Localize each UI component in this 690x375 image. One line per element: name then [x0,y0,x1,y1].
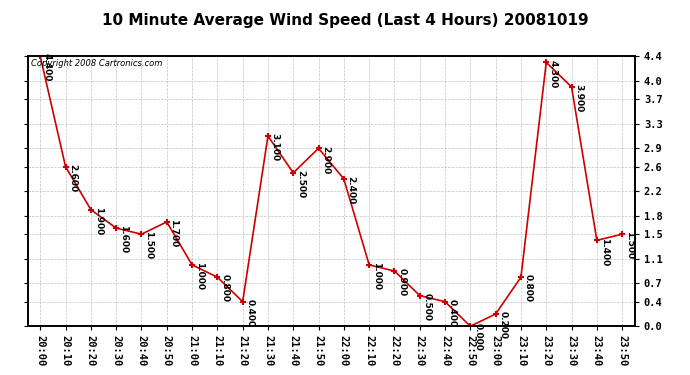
Text: 0.500: 0.500 [422,293,431,321]
Text: 1.500: 1.500 [144,231,153,260]
Text: 0.400: 0.400 [448,299,457,327]
Text: 4.400: 4.400 [43,54,52,82]
Text: 0.400: 0.400 [246,299,255,327]
Text: 0.800: 0.800 [220,274,229,302]
Text: 2.600: 2.600 [68,164,77,192]
Text: 4.300: 4.300 [549,60,558,88]
Text: 3.100: 3.100 [270,133,279,161]
Text: 2.400: 2.400 [346,176,355,204]
Text: 1.400: 1.400 [600,238,609,266]
Text: 0.800: 0.800 [524,274,533,302]
Text: 1.900: 1.900 [94,207,103,235]
Text: 3.900: 3.900 [574,84,583,112]
Text: 2.500: 2.500 [296,170,305,198]
Text: 2.900: 2.900 [322,146,331,174]
Text: Copyright 2008 Cartronics.com: Copyright 2008 Cartronics.com [30,59,162,68]
Text: 1.000: 1.000 [372,262,381,290]
Text: 1.600: 1.600 [119,225,128,254]
Text: 1.000: 1.000 [195,262,204,290]
Text: 0.200: 0.200 [498,311,507,339]
Text: 0.000: 0.000 [473,324,482,351]
Text: 1.700: 1.700 [170,219,179,248]
Text: 10 Minute Average Wind Speed (Last 4 Hours) 20081019: 10 Minute Average Wind Speed (Last 4 Hou… [101,13,589,28]
Text: 0.900: 0.900 [397,268,406,296]
Text: 1.500: 1.500 [625,231,634,260]
